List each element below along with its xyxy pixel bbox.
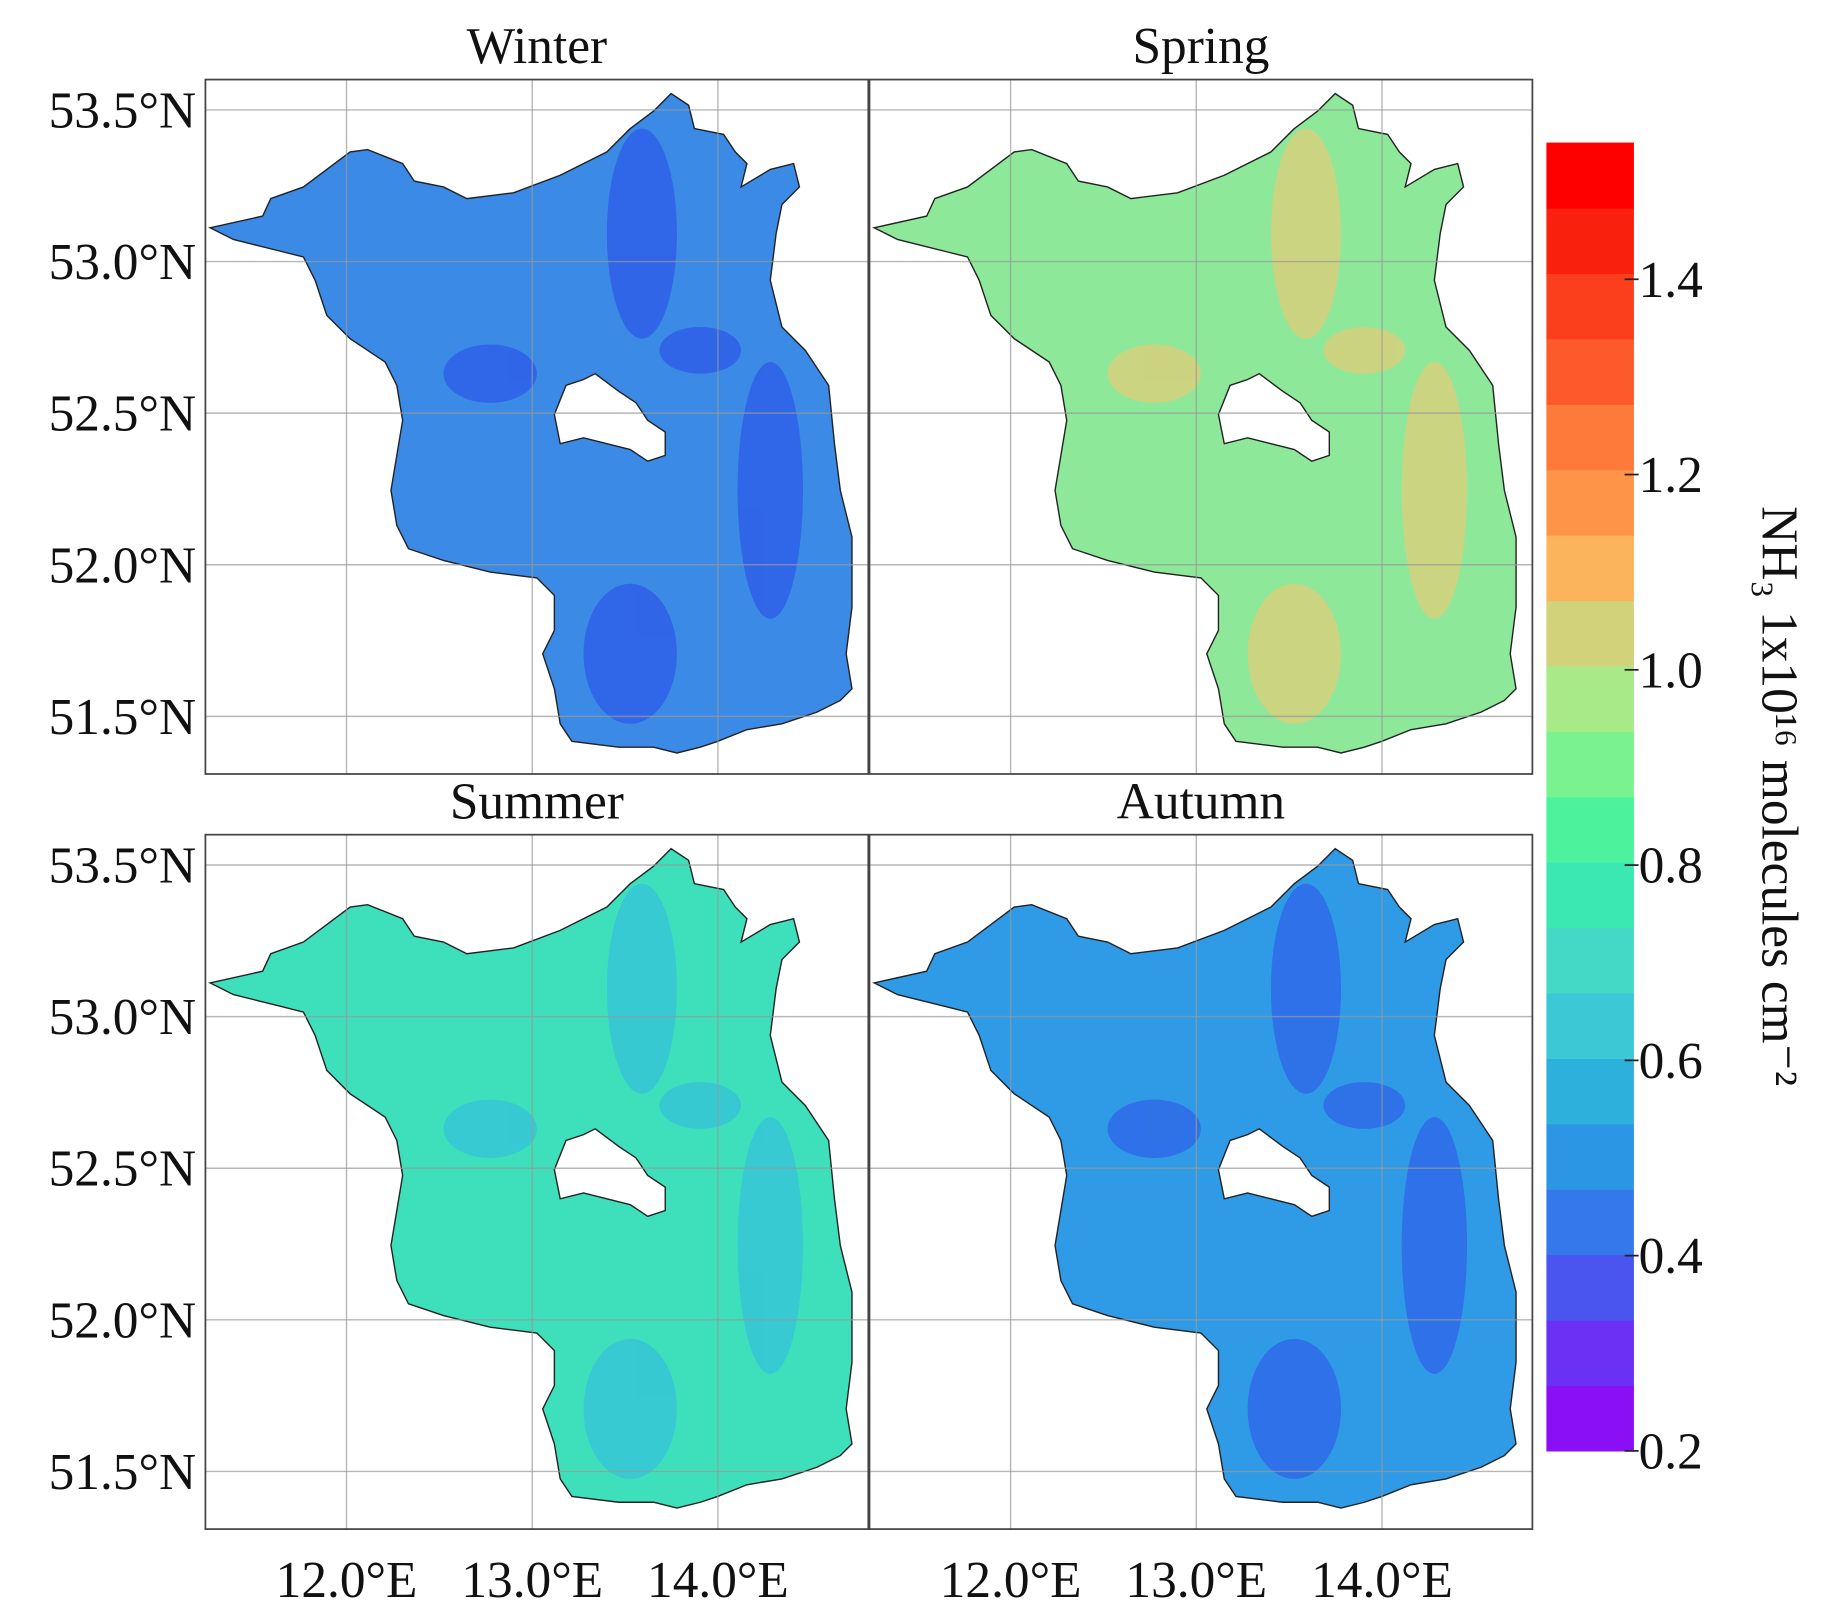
region — [209, 847, 853, 1509]
y-tick-label: 53.0°N — [49, 989, 196, 1046]
colorbar-band — [1546, 142, 1634, 209]
colorbar-band — [1546, 1189, 1634, 1256]
colorbar-tick-label: 1.2 — [1639, 447, 1703, 504]
colorbar-tick-label: 0.4 — [1639, 1228, 1703, 1285]
panel-title: Summer — [450, 773, 624, 830]
colorbar-band — [1546, 535, 1634, 602]
contour-patches — [443, 883, 803, 1479]
y-tick-label: 51.5°N — [49, 1444, 196, 1501]
contour-patch — [659, 326, 742, 374]
colorbar-band — [1546, 1385, 1634, 1452]
y-tick-label: 51.5°N — [49, 689, 196, 746]
colorbar-band — [1546, 338, 1634, 405]
contour-patch — [737, 1117, 803, 1374]
colorbar-band — [1546, 992, 1634, 1059]
region — [873, 92, 1517, 754]
colorbar-band — [1546, 1320, 1634, 1387]
contour-patch — [443, 344, 537, 403]
contour-patch — [737, 362, 803, 619]
colorbar-band — [1546, 208, 1634, 275]
panel-title: Winter — [467, 18, 607, 75]
map-panel: Winter 51.5°N 52.0°N 52.5°N 53.0°N 53.5°N — [49, 18, 870, 775]
colorbar-band — [1546, 731, 1634, 798]
y-tick-label: 52.0°N — [49, 1292, 196, 1349]
region — [873, 847, 1517, 1509]
contour-patch — [1107, 1099, 1201, 1158]
panel-frame — [868, 78, 1534, 775]
colorbar-band — [1546, 1254, 1634, 1321]
x-tick-label: 14.0°E — [1311, 1552, 1453, 1609]
x-tick-label: 12.0°E — [940, 1552, 1082, 1609]
colorbar-band — [1546, 862, 1634, 929]
x-tick-label: 13.0°E — [461, 1552, 603, 1609]
x-tick-label: 13.0°E — [1125, 1552, 1267, 1609]
y-tick-label: 52.5°N — [49, 1141, 196, 1198]
y-tick-label: 53.5°N — [49, 838, 196, 895]
contour-patch — [583, 583, 677, 724]
colorbar-band — [1546, 1058, 1634, 1125]
contour-patch — [1323, 1082, 1406, 1129]
map-panel: Spring — [868, 18, 1534, 775]
contour-patches — [1107, 128, 1468, 724]
colorbar-band — [1546, 600, 1634, 667]
map-panel: Summer 12.0°E 13.0°E 14.0°E 51.5°N 52.0°N 52.5… — [49, 773, 870, 1609]
colorbar-band — [1546, 1123, 1634, 1190]
y-tick-label: 52.0°N — [49, 537, 196, 594]
contour-patch — [606, 883, 677, 1094]
map-panel: Autumn 12.0°E 13.0°E 14.0°E — [868, 773, 1534, 1609]
colorbar-band — [1546, 927, 1634, 994]
colorbar-band — [1546, 404, 1634, 471]
contour-patch — [1323, 326, 1406, 374]
x-tick-label: 14.0°E — [647, 1552, 789, 1609]
colorbar-label: NH₃ 1x10¹⁶ molecules cm⁻² — [1750, 506, 1807, 1086]
contour-patch — [1247, 1338, 1341, 1479]
panel-frame — [204, 78, 870, 775]
contour-patch — [1107, 344, 1201, 403]
colorbar-band — [1546, 469, 1634, 536]
contour-patch — [1270, 883, 1341, 1094]
colorbar-tick-label: 0.8 — [1639, 838, 1703, 895]
colorbar-band — [1546, 273, 1634, 340]
panel-frame — [204, 833, 870, 1530]
panel-frame — [868, 833, 1534, 1530]
contour-patches — [1107, 883, 1468, 1479]
contour-patch — [659, 1082, 742, 1129]
x-tick-label: 12.0°E — [276, 1552, 418, 1609]
y-tick-label: 53.5°N — [49, 82, 196, 139]
y-tick-label: 53.0°N — [49, 234, 196, 291]
contour-patch — [1401, 362, 1468, 619]
contour-patch — [1270, 128, 1341, 339]
colorbar-tick-label: 1.4 — [1639, 252, 1703, 309]
colorbar: 0.2 0.4 0.6 0.8 1.0 1.2 1.4 NH₃ 1x10¹⁶ molecule… — [1546, 142, 1807, 1480]
contour-patch — [443, 1099, 537, 1158]
colorbar-tick-label: 0.6 — [1639, 1033, 1703, 1090]
contour-patch — [1401, 1117, 1468, 1374]
contour-patch — [1247, 583, 1341, 724]
region — [209, 92, 853, 754]
panel-title: Spring — [1132, 18, 1269, 75]
colorbar-tick-label: 0.2 — [1639, 1423, 1703, 1480]
contour-patch — [606, 128, 677, 339]
contour-patches — [443, 128, 803, 724]
panel-title: Autumn — [1117, 773, 1285, 830]
colorbar-tick-label: 1.0 — [1639, 642, 1703, 699]
colorbar-band — [1546, 665, 1634, 732]
y-tick-label: 52.5°N — [49, 386, 196, 443]
contour-patch — [583, 1338, 677, 1479]
colorbar-band — [1546, 796, 1634, 863]
